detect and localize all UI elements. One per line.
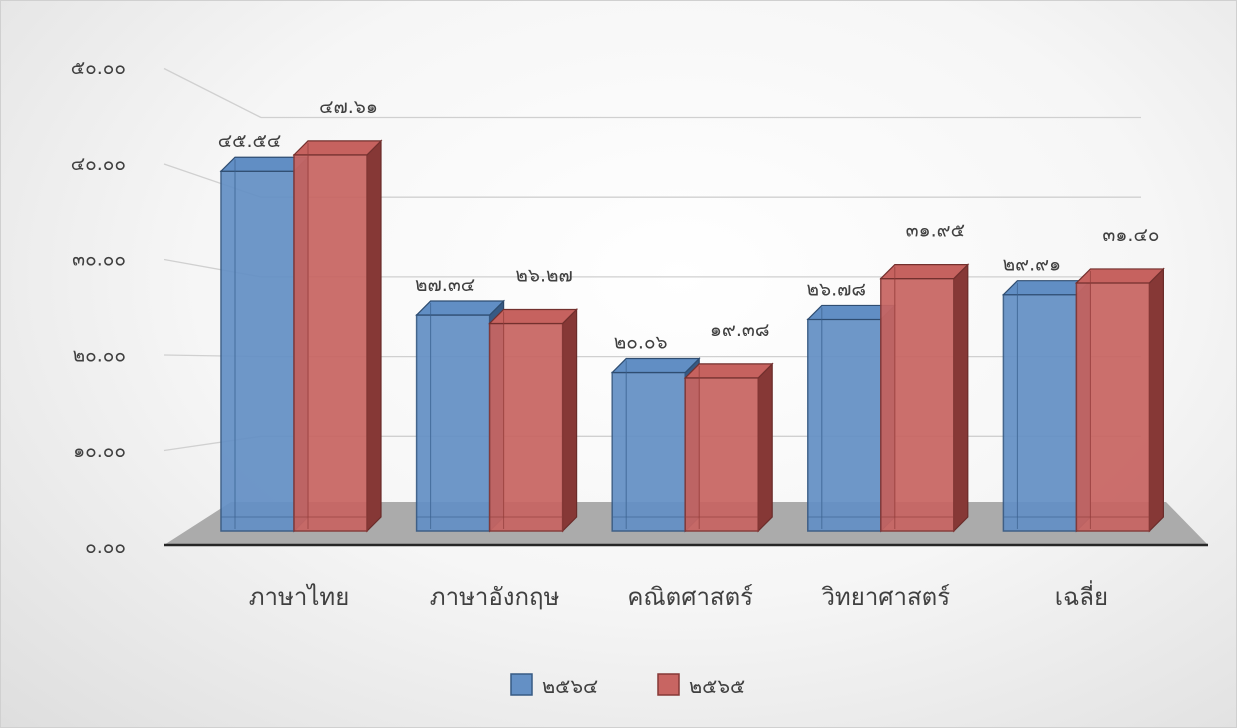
bar-series2 — [683, 362, 774, 533]
bar-side — [366, 139, 382, 533]
bar-top — [292, 140, 383, 156]
bar-series2 — [1074, 267, 1165, 533]
legend: ๒๕๖๔ ๒๕๖๕ — [510, 673, 745, 698]
data-label: ๓๑.๙๕ — [906, 220, 965, 242]
legend-swatch — [657, 673, 680, 696]
legend-label: ๒๕๖๕ — [689, 674, 745, 698]
bar-top — [415, 300, 506, 316]
bar-front — [880, 277, 955, 532]
bar-front — [220, 170, 295, 532]
legend-label: ๒๕๖๔ — [542, 674, 598, 698]
bar-front — [807, 318, 882, 532]
bar-top — [488, 308, 579, 325]
bar-side — [757, 362, 773, 533]
bar-side — [953, 263, 969, 533]
bar-front — [1075, 282, 1151, 532]
data-label: ๑๙.๓๘ — [710, 319, 770, 341]
bar-side — [1148, 267, 1165, 533]
legend-swatch — [510, 673, 533, 696]
bar-series2 — [879, 263, 970, 533]
y-tick-label: ๔๐.๐๐ — [71, 153, 126, 175]
bar-front — [684, 377, 759, 532]
bar-top — [879, 263, 970, 280]
y-tick-label: ๕๐.๐๐ — [71, 57, 126, 79]
bar-series2 — [488, 308, 579, 533]
y-tick-label: ๒๐.๐๐ — [73, 344, 126, 366]
y-tick-label: ๑๐.๐๐ — [73, 440, 126, 462]
bar-front — [293, 154, 368, 532]
data-label: ๒๖.๗๘ — [807, 278, 867, 300]
gridline-side — [163, 67, 262, 119]
category-label: เฉลี่ย — [1055, 580, 1108, 611]
bar-front — [488, 322, 564, 532]
bars — [219, 139, 1165, 533]
category-label: ภาษาไทย — [249, 583, 350, 611]
data-label: ๒๖.๒๗ — [515, 264, 572, 286]
data-label: ๒๙.๙๑ — [1003, 254, 1061, 276]
bar-side — [561, 308, 578, 533]
data-label: ๒๐.๐๖ — [614, 332, 668, 354]
category-label: วิทยาศาสตร์ — [821, 583, 950, 611]
y-tick-label: ๐.๐๐ — [85, 536, 126, 558]
data-label: ๔๗.๖๑ — [319, 96, 378, 118]
bar-series2 — [292, 139, 383, 533]
bar-front — [415, 314, 491, 532]
bar-front — [611, 371, 686, 532]
data-label: ๒๗.๓๔ — [415, 274, 475, 296]
bar-top — [610, 357, 701, 374]
category-label: คณิตศาสตร์ — [627, 583, 753, 611]
bar-top — [1074, 268, 1165, 284]
data-label: ๓๑.๔๐ — [1102, 224, 1159, 246]
bar-front — [1002, 293, 1078, 532]
bar-top — [683, 363, 774, 379]
category-label: ภาษาอังกฤษ — [430, 583, 560, 611]
y-axis-tick-labels: ๐.๐๐ ๑๐.๐๐ ๒๐.๐๐ ๓๐.๐๐ ๔๐.๐๐ ๕๐.๐๐ — [71, 57, 126, 558]
x-axis-category-labels: ภาษาไทย ภาษาอังกฤษ คณิตศาสตร์ วิทยาศาสตร์ เฉ… — [249, 580, 1108, 611]
y-tick-label: ๓๐.๐๐ — [72, 249, 126, 271]
data-label: ๔๕.๕๔ — [218, 130, 282, 152]
